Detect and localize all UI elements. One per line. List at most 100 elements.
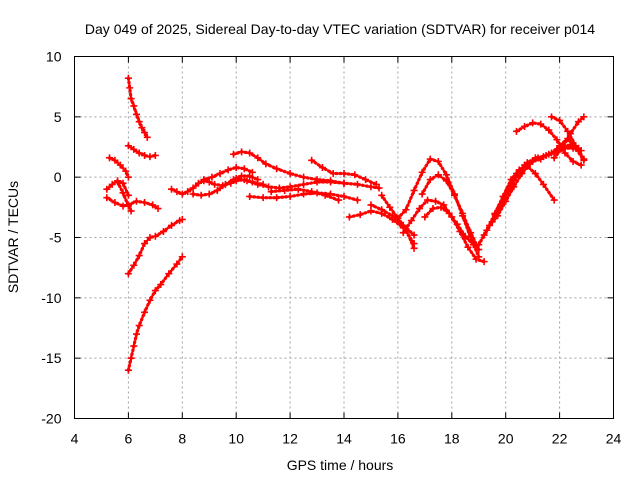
y-tick-label: -10 (41, 290, 61, 306)
data-point (386, 203, 394, 211)
data-point (130, 102, 138, 110)
data-point (146, 153, 154, 161)
data-point (553, 136, 561, 144)
data-point (410, 186, 418, 194)
data-point (556, 116, 564, 124)
data-point (308, 188, 316, 196)
data-series (103, 74, 588, 374)
data-point (442, 171, 450, 179)
data-point (415, 205, 423, 213)
data-point (103, 194, 111, 202)
x-tick-label: 6 (125, 431, 133, 447)
data-point (523, 159, 531, 167)
data-point (367, 183, 375, 191)
y-axis-label: SDTVAR / TECUs (5, 181, 21, 293)
series-pass-3 (106, 154, 132, 181)
data-point (116, 161, 124, 169)
data-point (221, 180, 229, 188)
data-point (254, 154, 262, 162)
data-point (205, 190, 213, 198)
data-point (459, 209, 467, 217)
data-point (159, 227, 167, 235)
data-point (127, 354, 135, 362)
data-point (243, 177, 251, 185)
data-point (124, 270, 132, 278)
data-point (569, 157, 577, 165)
data-point (173, 188, 181, 196)
data-point (378, 191, 386, 199)
data-point (531, 170, 539, 178)
data-point (151, 232, 159, 240)
data-point (168, 221, 176, 229)
data-point (572, 142, 580, 150)
data-point (437, 203, 445, 211)
series-pass-23 (421, 203, 477, 249)
data-point (550, 154, 558, 162)
data-point (165, 270, 173, 278)
chart-title: Day 049 of 2025, Sidereal Day-to-day VTE… (85, 21, 595, 37)
data-point (372, 180, 380, 188)
data-point (577, 161, 585, 169)
data-point (300, 180, 308, 188)
y-tick-label: -15 (41, 350, 61, 366)
data-point (558, 144, 566, 152)
data-point (512, 127, 520, 135)
data-point (318, 164, 326, 172)
data-point (143, 133, 151, 141)
series-pass-15 (267, 185, 343, 204)
data-point (407, 217, 415, 225)
data-point (353, 180, 361, 188)
data-point (127, 95, 135, 103)
data-point (240, 165, 248, 173)
data-point (399, 229, 407, 237)
data-point (124, 202, 132, 210)
data-point (265, 183, 273, 191)
data-point (464, 243, 472, 251)
data-point (537, 120, 545, 128)
data-point (418, 168, 426, 176)
data-point (157, 281, 165, 289)
series-pass-2 (124, 142, 159, 161)
data-point (246, 149, 254, 157)
data-point (442, 177, 450, 185)
series-pass-21 (399, 196, 488, 266)
data-point (515, 168, 523, 176)
data-point (106, 154, 114, 162)
series-pass-22 (418, 171, 483, 254)
data-point (499, 197, 507, 205)
x-tick-label: 22 (552, 431, 568, 447)
data-point (127, 207, 135, 215)
x-tick-label: 8 (178, 431, 186, 447)
data-point (151, 151, 159, 159)
y-tick-label: 5 (54, 109, 62, 125)
data-point (259, 194, 267, 202)
y-tick-label: 0 (54, 169, 62, 185)
data-point (232, 164, 240, 172)
data-point (135, 322, 143, 330)
data-point (178, 215, 186, 223)
x-axis-label: GPS time / hours (287, 457, 394, 473)
data-point (178, 253, 186, 261)
series-pass-13 (232, 174, 383, 192)
data-point (119, 179, 127, 187)
data-point (103, 185, 111, 193)
data-point (580, 155, 588, 163)
data-point (580, 113, 588, 121)
data-point (491, 211, 499, 219)
data-point (480, 258, 488, 266)
data-point (132, 330, 140, 338)
data-point (135, 118, 143, 126)
data-point (378, 206, 386, 214)
data-point (453, 220, 461, 228)
series-pass-16 (308, 156, 380, 188)
series-pass-6 (114, 178, 135, 215)
data-point (135, 149, 143, 157)
data-point (424, 196, 432, 204)
data-point (130, 261, 138, 269)
series-trace (493, 137, 586, 217)
data-point (548, 113, 556, 121)
data-point (367, 201, 375, 209)
data-point (141, 151, 149, 159)
data-point (445, 209, 453, 217)
data-point (432, 197, 440, 205)
